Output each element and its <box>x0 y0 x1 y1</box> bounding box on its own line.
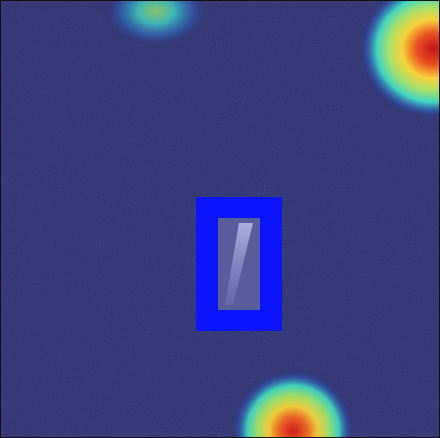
hotspot-top-center <box>104 1 208 47</box>
hotspot-bottom-center <box>231 369 355 437</box>
hotspot-top-right-corner <box>359 1 439 119</box>
object-streak <box>225 223 253 305</box>
